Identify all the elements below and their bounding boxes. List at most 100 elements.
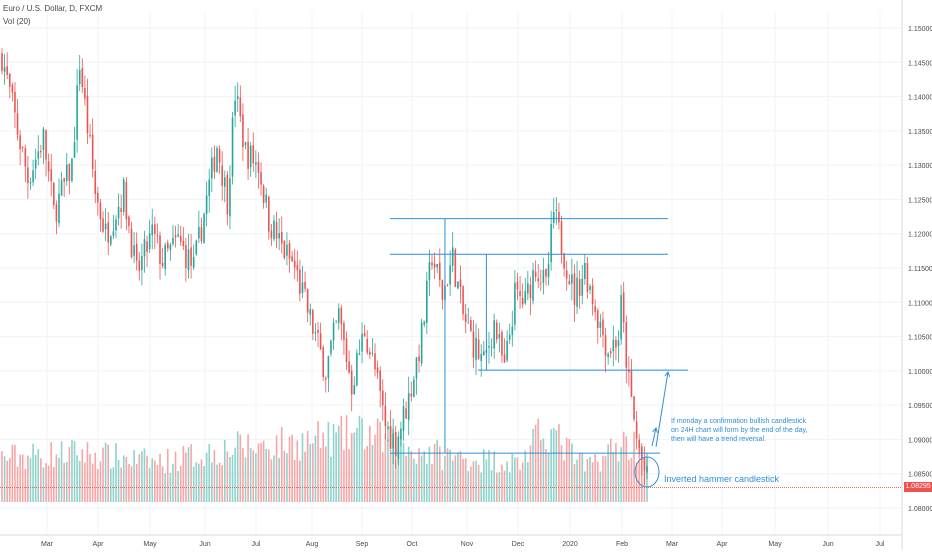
candle-body bbox=[532, 269, 534, 301]
volume-bar bbox=[65, 461, 68, 502]
volume-bar bbox=[182, 446, 185, 502]
reversal-arrow-head[interactable] bbox=[664, 370, 671, 377]
candle-body bbox=[60, 180, 63, 196]
volume-bar bbox=[255, 453, 257, 502]
candle-body bbox=[16, 113, 19, 135]
candle-body bbox=[578, 279, 581, 296]
candle-body bbox=[527, 283, 529, 294]
candle-body bbox=[514, 282, 516, 325]
volume-bar bbox=[418, 448, 420, 502]
candle-body bbox=[542, 270, 545, 283]
reversal-arrow[interactable] bbox=[655, 371, 669, 448]
volume-bar bbox=[501, 464, 503, 502]
volume-bar bbox=[638, 443, 641, 502]
volume-bar bbox=[444, 455, 446, 502]
candle-body bbox=[438, 262, 441, 281]
candle-body bbox=[552, 212, 555, 224]
confirmation-arrow-head[interactable] bbox=[652, 426, 658, 433]
candle-body bbox=[19, 135, 21, 150]
candle-body bbox=[397, 436, 400, 459]
volume-bar bbox=[361, 418, 363, 502]
candle-body bbox=[37, 151, 40, 159]
candle-body bbox=[594, 306, 596, 312]
candle-body bbox=[63, 178, 65, 182]
candle-body bbox=[133, 245, 135, 256]
volume-bar bbox=[462, 458, 464, 502]
candle-body bbox=[260, 172, 262, 185]
candle-body bbox=[563, 253, 565, 269]
volume-bar bbox=[63, 463, 65, 502]
volume-bar bbox=[602, 455, 604, 502]
volume-bar bbox=[381, 452, 384, 502]
volume-bar bbox=[231, 454, 234, 502]
volume-bar bbox=[42, 467, 45, 502]
candle-body bbox=[643, 457, 646, 471]
volume-bar bbox=[571, 443, 573, 502]
volume-bar bbox=[244, 457, 247, 502]
volume-bar bbox=[242, 448, 244, 502]
volume-bar bbox=[622, 431, 625, 502]
volume-bar bbox=[234, 447, 236, 502]
volume-bar bbox=[273, 455, 275, 502]
candle-body bbox=[94, 170, 97, 195]
last-price-badge: 1.08295 bbox=[904, 482, 932, 492]
volume-bar bbox=[635, 462, 638, 502]
volume-bar bbox=[192, 466, 195, 502]
candle-body bbox=[14, 91, 16, 113]
candle-body bbox=[539, 283, 542, 285]
volume-bar bbox=[436, 440, 438, 502]
candle-body bbox=[239, 97, 242, 117]
volume-bar bbox=[299, 460, 301, 502]
candle-body bbox=[547, 264, 550, 278]
volume-bar bbox=[615, 442, 617, 502]
volume-bar bbox=[156, 465, 159, 502]
candle-body bbox=[234, 100, 236, 116]
drawings[interactable] bbox=[0, 218, 902, 488]
volume-bar bbox=[514, 457, 516, 502]
volume-bar bbox=[60, 441, 63, 502]
volume-bar bbox=[384, 433, 387, 502]
volume-bar bbox=[568, 438, 571, 502]
candle-body bbox=[379, 370, 381, 391]
candle-body bbox=[410, 393, 413, 397]
volume-bar bbox=[350, 433, 353, 502]
candle-body bbox=[91, 134, 94, 170]
candle-body bbox=[309, 308, 312, 315]
candle-body bbox=[283, 240, 286, 259]
volume-bar bbox=[177, 471, 179, 502]
candle-body bbox=[68, 164, 71, 181]
candle-body bbox=[296, 264, 299, 271]
candle-body bbox=[573, 273, 576, 306]
candle-body bbox=[418, 356, 420, 362]
candle-body bbox=[586, 262, 589, 293]
volume-bar bbox=[607, 444, 609, 502]
confirmation-arrow[interactable] bbox=[651, 427, 657, 447]
candle-body bbox=[154, 224, 156, 235]
candle-body bbox=[122, 179, 125, 212]
x-tick-label: Jul bbox=[252, 541, 261, 548]
y-tick-label: 1.13500 bbox=[908, 129, 932, 136]
candle-body bbox=[529, 284, 532, 299]
volume-bar bbox=[293, 460, 296, 502]
hammer-highlight-circle[interactable] bbox=[634, 456, 660, 488]
candle-body bbox=[521, 298, 524, 305]
y-tick-label: 1.14500 bbox=[908, 60, 932, 67]
volume-bar bbox=[612, 451, 615, 502]
volume-bar bbox=[397, 452, 400, 502]
volume-bar bbox=[112, 467, 115, 502]
volume-bar bbox=[135, 463, 138, 502]
y-tick-label: 1.14000 bbox=[908, 95, 932, 102]
volume-bar bbox=[358, 415, 361, 502]
volume-bar bbox=[218, 462, 221, 502]
volume-bar bbox=[547, 452, 550, 502]
volume-bar bbox=[200, 459, 203, 502]
trend-reversal-note[interactable]: If monday a confirmation bullish candles… bbox=[671, 418, 808, 443]
volume-bar bbox=[413, 458, 415, 502]
hammer-label[interactable]: Inverted hammer candlestick bbox=[664, 474, 780, 484]
volume-bar bbox=[459, 451, 462, 502]
volume-bar bbox=[472, 461, 475, 502]
volume-bar bbox=[314, 435, 317, 502]
candle-body bbox=[268, 196, 270, 232]
y-tick-label: 1.09000 bbox=[908, 437, 932, 444]
